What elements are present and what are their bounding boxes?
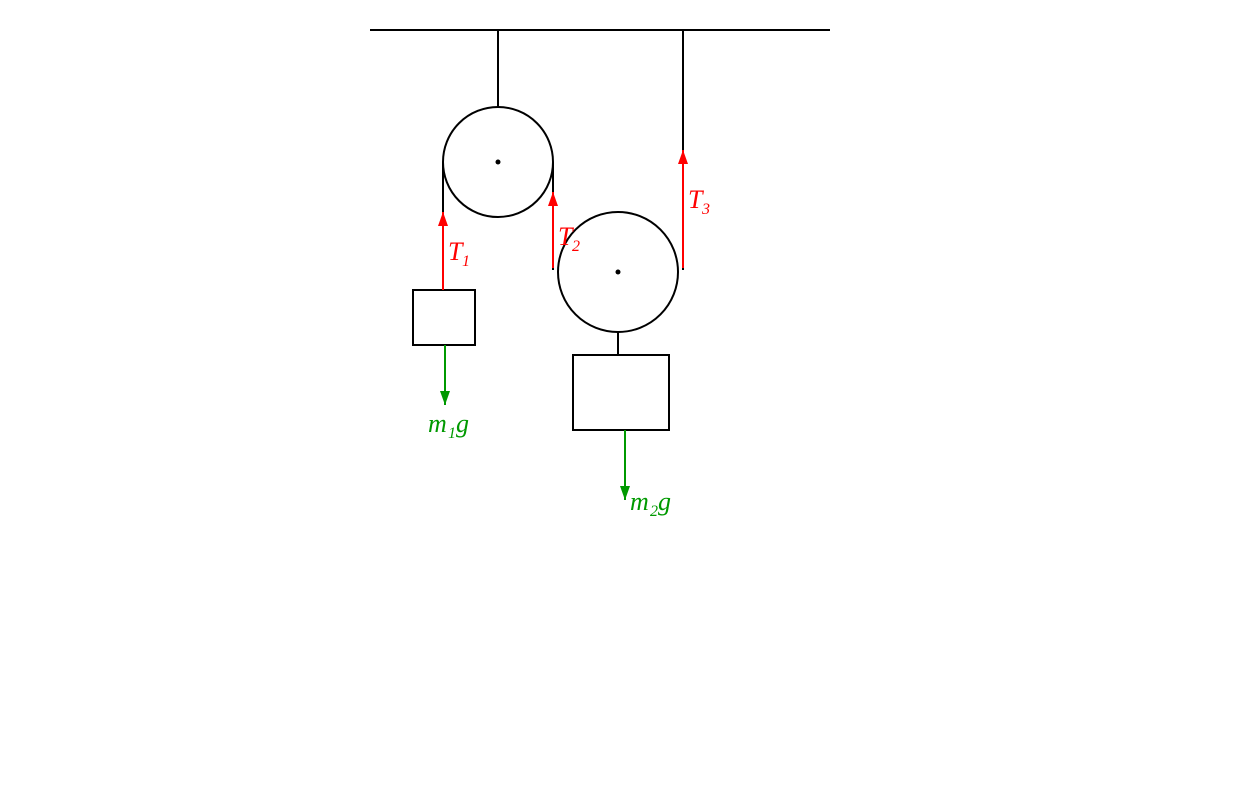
pulley-diagram: T1T2T3m1gm2g: [0, 0, 1256, 790]
weight-g-m2g: g: [658, 487, 671, 516]
weight-sub-m2g: 2: [650, 503, 658, 520]
tension-sub-T1: 1: [462, 253, 470, 270]
pulley-1-axle: [496, 160, 501, 165]
tension-sub-T2: 2: [572, 238, 580, 255]
weight-sub-m1g: 1: [448, 425, 456, 442]
tension-sub-T3: 3: [701, 201, 710, 218]
pulley-2-axle: [616, 270, 621, 275]
weight-m-m1g: m: [428, 409, 447, 438]
weight-m-m2g: m: [630, 487, 649, 516]
weight-g-m1g: g: [456, 409, 469, 438]
block-1: [413, 290, 475, 345]
block-2: [573, 355, 669, 430]
